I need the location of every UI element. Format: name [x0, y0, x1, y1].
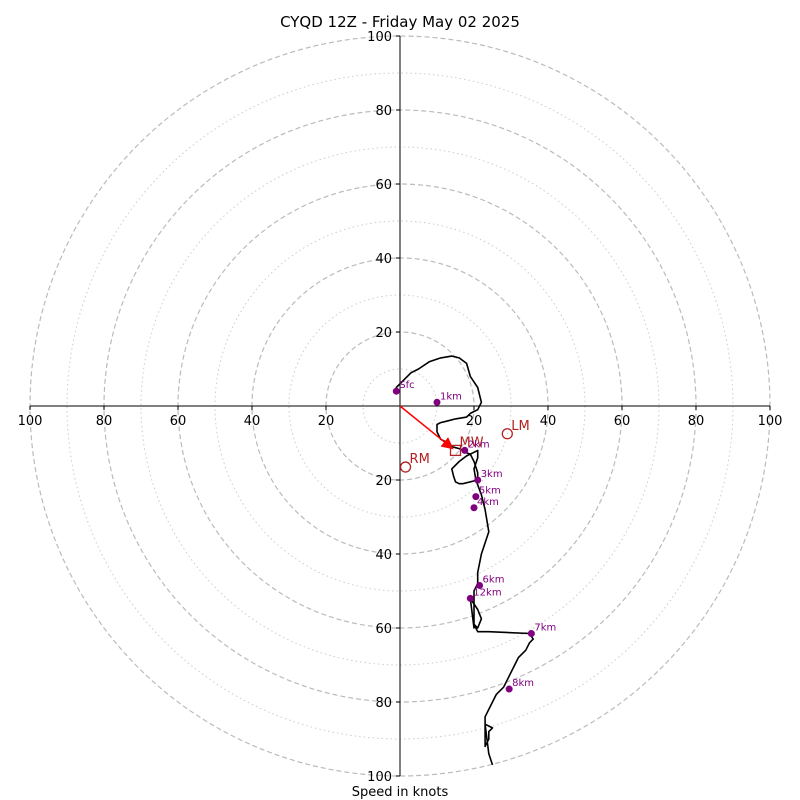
storm-motion-marker-lm — [501, 428, 513, 440]
height-marker-point — [476, 581, 484, 589]
x-tick-label: 80 — [688, 414, 705, 429]
height-marker-point — [466, 594, 474, 602]
y-tick-label: 40 — [375, 548, 392, 563]
y-tick-label: 80 — [375, 104, 392, 119]
storm-motion-marker-mw — [449, 444, 462, 457]
height-marker-label: 7km — [534, 623, 556, 634]
height-marker-point — [461, 446, 469, 454]
x-axis-label: Speed in knots — [352, 785, 449, 800]
height-marker-label: 12km — [473, 587, 501, 598]
hodograph-trace — [395, 355, 535, 766]
x-tick-label: 40 — [540, 414, 557, 429]
y-tick-label: 40 — [375, 252, 392, 267]
y-tick-label: 60 — [375, 178, 392, 193]
y-tick-label: 20 — [375, 474, 392, 489]
x-tick-label: 100 — [18, 414, 43, 429]
storm-motion-label-rm: RM — [410, 452, 430, 467]
height-marker-point — [505, 685, 513, 693]
x-tick-label: 40 — [244, 414, 261, 429]
chart-title: CYQD 12Z - Friday May 02 2025 — [280, 13, 520, 31]
height-marker-point — [472, 493, 480, 501]
x-tick-label: 60 — [614, 414, 631, 429]
storm-motion-group: LM RM MW — [399, 405, 530, 473]
height-marker-point — [470, 504, 478, 512]
height-marker-label: 6km — [483, 574, 505, 585]
storm-motion-label-mw: MW — [460, 435, 484, 450]
y-tick-label: 60 — [375, 622, 392, 637]
hodograph-trace-group — [395, 355, 535, 766]
y-tick-labels: 100 80 60 40 20 20 40 60 80 100 — [367, 30, 400, 785]
y-tick-label: 100 — [367, 30, 392, 45]
x-tick-label: 100 — [758, 414, 783, 429]
x-tick-label: 80 — [96, 414, 113, 429]
storm-motion-label-lm: LM — [511, 419, 529, 434]
height-marker-label: 8km — [512, 678, 534, 689]
y-tick-label: 80 — [375, 696, 392, 711]
x-tick-label: 60 — [170, 414, 187, 429]
height-marker-point — [474, 476, 482, 484]
height-marker-label: 4km — [477, 497, 499, 508]
height-marker-point — [433, 398, 441, 406]
x-tick-labels: 100 80 60 40 20 20 40 60 80 100 — [18, 406, 783, 429]
height-marker-label: 2km — [468, 439, 490, 450]
height-marker-point — [527, 630, 535, 638]
y-tick-label: 20 — [375, 326, 392, 341]
x-tick-label: 20 — [466, 414, 483, 429]
height-marker-label: 1km — [440, 391, 462, 402]
height-marker-label: 5km — [479, 486, 501, 497]
height-marker-label: Sfc — [399, 380, 414, 391]
height-marker-label: 3km — [481, 469, 503, 480]
x-tick-label: 20 — [318, 414, 335, 429]
height-marker-point — [392, 387, 400, 395]
y-tick-label: 100 — [367, 770, 392, 785]
mean-wind-arrow — [399, 405, 454, 450]
storm-motion-marker-rm — [399, 461, 412, 473]
